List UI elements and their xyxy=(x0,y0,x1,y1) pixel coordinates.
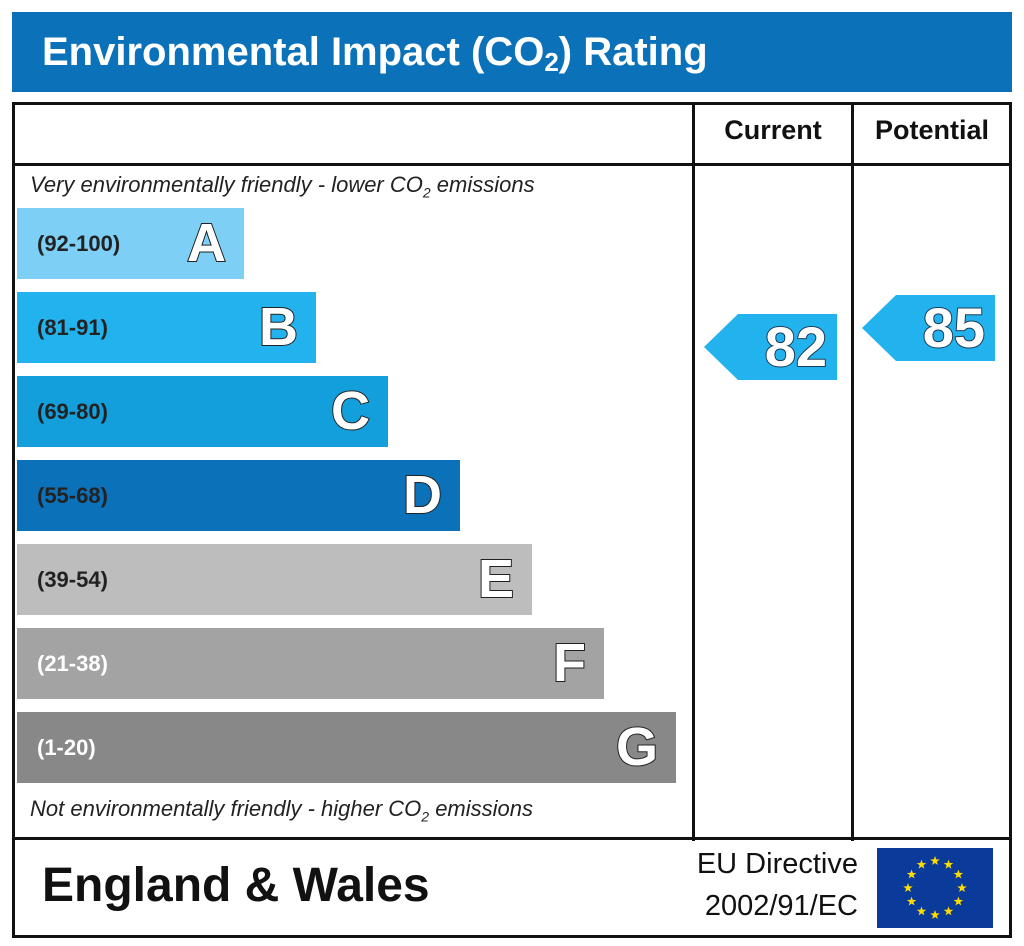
flag-star xyxy=(943,906,954,916)
band-letter: F xyxy=(552,632,587,694)
band-letter: D xyxy=(402,464,443,526)
potential-rating-arrow: 85 xyxy=(862,294,995,361)
divider xyxy=(12,837,1012,840)
current-rating-arrow: 82 xyxy=(704,314,837,381)
band-letter: B xyxy=(258,296,299,358)
flag-star xyxy=(906,896,917,906)
band-range-label: (92-100) xyxy=(37,231,121,256)
bottom-note: Not environmentally friendly - higher CO… xyxy=(30,796,533,825)
current-rating-value: 82 xyxy=(764,314,828,379)
band-range-label: (55-68) xyxy=(37,483,108,508)
divider xyxy=(12,163,1012,166)
chart-frame xyxy=(12,102,1012,938)
band-range-label: (69-80) xyxy=(37,399,108,424)
column-header-current: Current xyxy=(724,115,822,145)
eu-flag-icon xyxy=(877,848,993,928)
flag-star xyxy=(930,910,940,919)
divider xyxy=(851,102,854,841)
band-letter: C xyxy=(330,380,371,442)
band-bar-b: (81-91) B xyxy=(17,292,316,363)
band-bar-c: (69-80) C xyxy=(17,376,388,447)
flag-star xyxy=(943,859,954,869)
flag-star xyxy=(916,859,927,869)
flag-star xyxy=(930,856,940,865)
divider xyxy=(692,102,695,841)
flag-star xyxy=(957,883,967,892)
band-range-label: (21-38) xyxy=(37,651,108,676)
band-range-label: (1-20) xyxy=(37,735,96,760)
flag-star xyxy=(906,869,917,879)
band-bar-e: (39-54) E xyxy=(17,544,532,615)
top-note: Very environmentally friendly - lower CO… xyxy=(30,172,535,201)
eu-directive-label: EU Directive xyxy=(696,848,858,880)
band-range-label: (39-54) xyxy=(37,567,108,592)
band-letter: E xyxy=(477,548,515,610)
flag-star xyxy=(953,869,964,879)
band-letter: A xyxy=(186,212,227,274)
band-bar-f: (21-38) F xyxy=(17,628,604,699)
band-bar-d: (55-68) D xyxy=(17,460,460,531)
eu-directive-number: 2002/91/EC xyxy=(704,890,858,922)
band-bar-g: (1-20) G xyxy=(17,712,676,783)
potential-rating-value: 85 xyxy=(922,295,986,360)
band-range-label: (81-91) xyxy=(37,315,108,340)
flag-star xyxy=(953,896,964,906)
flag-star xyxy=(916,906,927,916)
column-header-potential: Potential xyxy=(874,115,989,145)
chart-title: Environmental Impact (CO2) Rating xyxy=(12,12,1012,92)
footer-region: England & Wales xyxy=(42,859,430,912)
band-letter: G xyxy=(615,716,659,778)
band-bar-a: (92-100) A xyxy=(17,208,244,279)
flag-star xyxy=(903,883,913,892)
